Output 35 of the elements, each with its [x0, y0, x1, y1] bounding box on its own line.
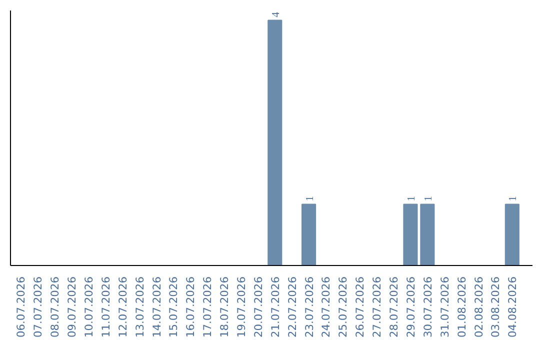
data-label: 1: [508, 196, 520, 202]
x-tick-label: 28.07.2026: [388, 276, 401, 338]
x-tick-label: 11.07.2026: [99, 276, 112, 338]
x-tick-label: 27.07.2026: [370, 276, 384, 338]
data-label: 1: [406, 196, 418, 202]
x-tick-label: 29.07.2026: [404, 276, 418, 338]
x-tick-label: 12.07.2026: [116, 276, 130, 338]
data-label: 1: [304, 196, 316, 202]
x-tick-label: 10.07.2026: [82, 276, 96, 338]
x-tick-label: 17.07.2026: [201, 276, 214, 338]
x-tick-label: 16.07.2026: [184, 276, 198, 338]
x-tick-label: 06.07.2026: [14, 276, 28, 338]
x-tick-label: 02.08.2026: [472, 276, 486, 338]
x-tick-label: 19.07.2026: [234, 276, 248, 338]
x-tick-label: 23.07.2026: [302, 276, 316, 338]
x-tick-label: 30.07.2026: [421, 276, 434, 338]
data-label: 1: [423, 196, 434, 202]
x-tick-label: 21.07.2026: [268, 276, 282, 338]
x-tick-label: 25.07.2026: [336, 276, 350, 338]
data-label: 4: [270, 11, 282, 18]
x-tick-label: 07.07.2026: [32, 276, 45, 338]
x-tick-label: 26.07.2026: [354, 276, 367, 338]
x-tick-label: 20.07.2026: [252, 276, 265, 338]
x-tick-label: 01.08.2026: [455, 276, 468, 338]
x-tick-label: 03.08.2026: [489, 276, 502, 338]
x-tick-label: 09.07.2026: [66, 276, 79, 338]
x-tick-label: 04.08.2026: [506, 276, 520, 338]
x-tick-label: 13.07.2026: [133, 276, 146, 338]
x-tick-label: 08.07.2026: [48, 276, 62, 338]
x-tick-label: 22.07.2026: [286, 276, 299, 338]
x-tick-label: 15.07.2026: [167, 276, 180, 338]
x-tick-label: 31.07.2026: [438, 276, 452, 338]
x-tick-label: 24.07.2026: [320, 276, 333, 338]
x-tick-label: 14.07.2026: [150, 276, 164, 338]
x-tick-label: 18.07.2026: [218, 276, 232, 338]
